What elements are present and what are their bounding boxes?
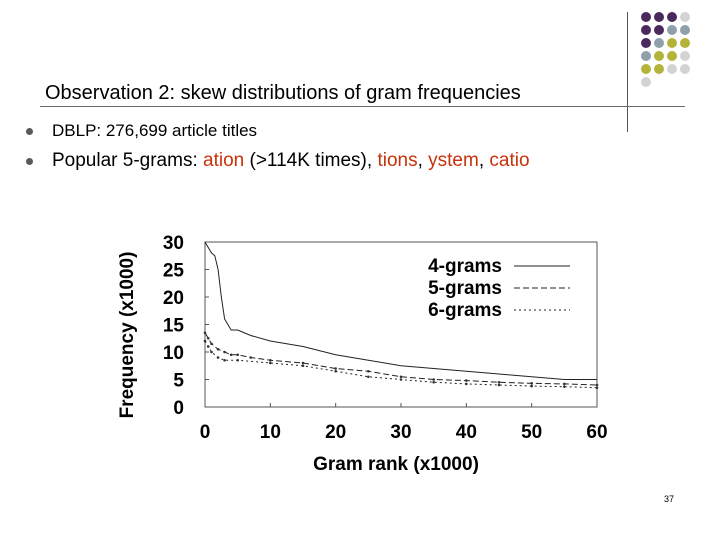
- y-tick-label: 5: [173, 371, 184, 392]
- page-number: 37: [664, 494, 675, 504]
- data-point: [216, 356, 220, 359]
- x-tick-label: 30: [390, 422, 411, 443]
- x-axis-label: Gram rank (x1000): [313, 454, 479, 475]
- data-point: [236, 358, 239, 362]
- data-point: [465, 379, 468, 382]
- decorative-dot: [641, 77, 651, 87]
- data-point: [216, 347, 220, 351]
- gram-tions: tions: [377, 150, 418, 171]
- separator: ,: [478, 150, 490, 171]
- bullet-item-dataset: DBLP: 276,699 article titles: [26, 121, 258, 141]
- series-line-4-grams: [204, 241, 597, 380]
- data-point: [223, 350, 226, 354]
- data-point: [595, 383, 599, 387]
- y-tick-label: 30: [163, 233, 184, 254]
- data-point: [301, 364, 305, 368]
- decorative-dot: [680, 38, 690, 48]
- gram-ystem: ystem: [428, 150, 479, 171]
- decorative-dot: [654, 64, 664, 74]
- data-point: [334, 369, 337, 373]
- data-point: [236, 353, 239, 357]
- data-point: [210, 350, 213, 354]
- x-tick-label: 50: [521, 422, 542, 443]
- bullet-dot-icon: [26, 158, 33, 165]
- data-point: [269, 358, 272, 362]
- gram-ation: ation: [203, 150, 245, 171]
- separator: ,: [417, 150, 429, 171]
- data-point: [497, 380, 501, 384]
- data-point: [595, 386, 599, 390]
- y-tick-label: 25: [163, 261, 185, 282]
- legend-label: 6-grams: [428, 300, 502, 321]
- x-tick-label: 10: [260, 422, 281, 443]
- data-point: [367, 375, 370, 379]
- decorative-dot: [641, 25, 651, 35]
- data-point: [432, 380, 435, 384]
- legend-label: 4-grams: [428, 256, 502, 277]
- data-point: [530, 384, 533, 388]
- x-tick-label: 60: [586, 422, 607, 443]
- decorative-dot: [680, 51, 690, 61]
- data-point: [530, 382, 533, 385]
- y-axis-label: Frequency (x1000): [117, 252, 138, 419]
- slide-title: Observation 2: skew distributions of gra…: [45, 82, 521, 104]
- y-tick-label: 10: [163, 343, 184, 364]
- data-point: [367, 369, 370, 373]
- decorative-dot: [641, 64, 651, 74]
- data-point: [334, 367, 337, 370]
- decorative-dot-grid: [641, 12, 720, 92]
- data-point: [206, 345, 210, 348]
- decorative-dot: [641, 51, 651, 61]
- x-tick-label: 40: [456, 422, 477, 443]
- decorative-dot: [654, 12, 664, 22]
- bullet-text: DBLP: 276,699 article titles: [52, 121, 258, 140]
- decorative-dot: [667, 12, 677, 22]
- decorative-dot: [641, 12, 651, 22]
- decorative-dot: [667, 51, 677, 61]
- decorative-dot: [654, 51, 664, 61]
- decorative-dot: [680, 25, 690, 35]
- y-tick-label: 15: [163, 316, 185, 337]
- decorative-dot: [667, 38, 677, 48]
- data-point: [203, 339, 207, 343]
- data-point: [229, 353, 233, 357]
- data-point: [465, 382, 468, 386]
- gram-catio: catio: [489, 150, 530, 171]
- data-point: [497, 383, 501, 387]
- bullet-dot-icon: [26, 128, 33, 135]
- y-tick-label: 0: [173, 398, 184, 419]
- decorative-dot: [667, 25, 677, 35]
- data-point: [203, 331, 207, 335]
- x-tick-label: 20: [325, 422, 346, 443]
- data-point: [301, 361, 305, 365]
- plot-frame: [204, 241, 598, 408]
- data-point: [432, 378, 435, 381]
- data-point: [563, 382, 566, 386]
- data-point: [399, 378, 403, 381]
- legend-label: 5-grams: [428, 278, 502, 299]
- bullet-item-popular-grams: Popular 5-grams: ation (>114K times), ti…: [26, 150, 530, 172]
- data-point: [399, 375, 403, 379]
- decorative-dot: [654, 38, 664, 48]
- decorative-dot: [654, 25, 664, 35]
- y-tick-label: 20: [163, 288, 184, 309]
- count-note: (>114K times),: [244, 150, 378, 171]
- decorative-dot: [641, 38, 651, 48]
- x-tick-label: 0: [200, 422, 211, 443]
- decorative-vertical-rule: [627, 12, 628, 132]
- data-point: [249, 356, 253, 359]
- data-point: [206, 336, 210, 340]
- data-point: [269, 361, 272, 365]
- bullet-prefix: Popular 5-grams:: [52, 150, 204, 171]
- data-point: [210, 342, 213, 346]
- data-point: [563, 385, 566, 388]
- decorative-dot: [680, 64, 690, 74]
- data-point: [223, 358, 226, 362]
- title-divider: [40, 106, 685, 107]
- decorative-dot: [667, 64, 677, 74]
- decorative-dot: [680, 12, 690, 22]
